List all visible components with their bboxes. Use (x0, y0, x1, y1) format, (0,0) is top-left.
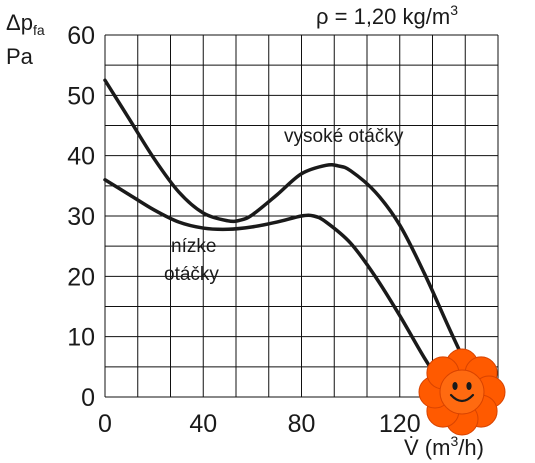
y-tick-label: 30 (67, 203, 95, 231)
chart-curves (103, 78, 471, 390)
smiley-flower-icon (418, 348, 506, 436)
y-tick-label: 20 (67, 263, 95, 291)
series-line-low (103, 178, 446, 390)
x-tick-label: 80 (288, 410, 316, 438)
y-tick-labels: 0 10 20 30 40 50 60 (67, 22, 95, 412)
series-line-high (103, 78, 471, 372)
smile (449, 393, 475, 403)
flower-center (439, 369, 485, 415)
y-tick-label: 10 (67, 324, 95, 352)
x-tick-label: 120 (379, 410, 421, 438)
y-tick-label: 60 (67, 22, 95, 50)
series-label-low-line2: otáčky (164, 264, 219, 285)
x-tick-label: 40 (189, 410, 217, 438)
x-tick-labels: 0 40 80 120 (98, 410, 421, 438)
y-tick-label: 0 (81, 384, 95, 412)
left-eye (452, 382, 458, 390)
y-axis-unit: Pa (6, 44, 34, 69)
y-tick-label: 50 (67, 82, 95, 110)
density-label: ρ = 1,20 kg/m3 (316, 2, 458, 29)
y-tick-label: 40 (67, 143, 95, 171)
y-axis-label: Δpfa (6, 10, 45, 38)
x-tick-label: 0 (98, 410, 112, 438)
series-label-low-line1: nízke (171, 236, 216, 257)
x-axis-label: V̇ (m3/h) (404, 433, 484, 460)
series-label-high: vysoké otáčky (284, 126, 404, 147)
right-eye (466, 382, 472, 390)
